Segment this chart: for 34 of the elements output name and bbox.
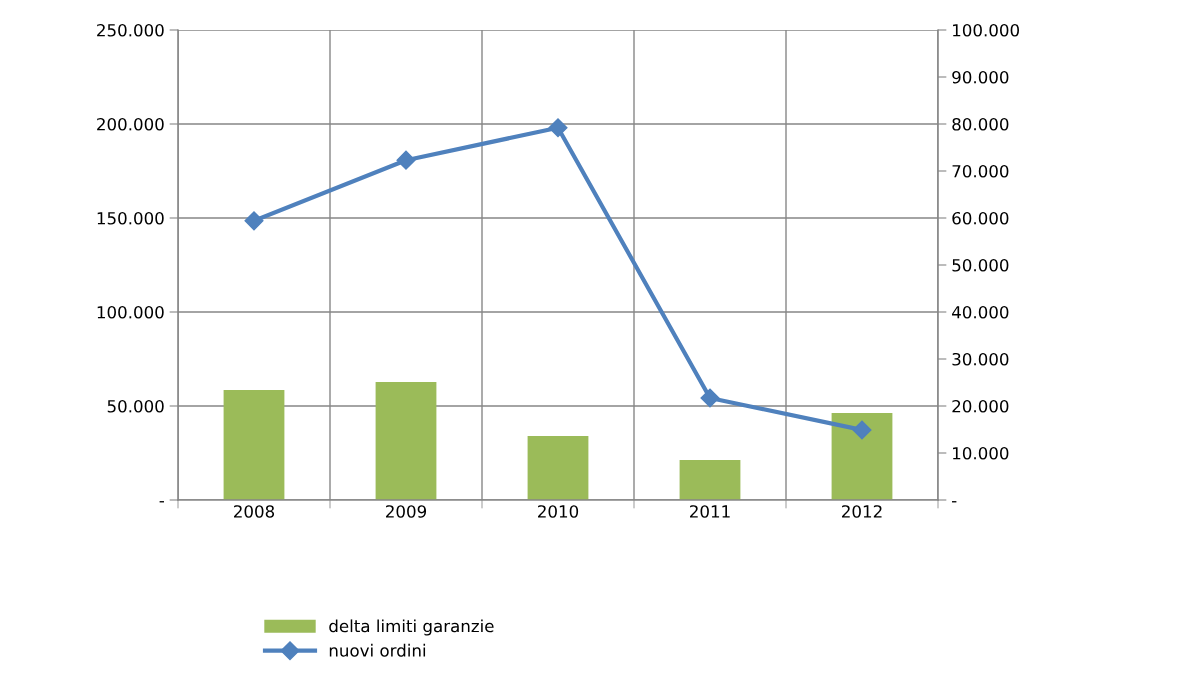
y2-tick-label: 30.000 bbox=[952, 352, 1009, 366]
bar bbox=[679, 459, 741, 500]
x-tick-label: 2012 bbox=[842, 505, 882, 518]
point bbox=[396, 150, 416, 170]
point bbox=[700, 388, 720, 408]
x-tick-label: 2010 bbox=[538, 505, 579, 518]
y2-tick-label: 40.000 bbox=[952, 305, 1009, 319]
y-tick-label: 150.000 bbox=[97, 211, 164, 225]
y2-tick-label: 70.000 bbox=[952, 164, 1009, 178]
x-tick-label: 2009 bbox=[386, 505, 427, 518]
x-tick-label: 2008 bbox=[234, 505, 275, 518]
y2-tick-label: - bbox=[952, 501, 957, 503]
y2-tick-label: 100.000 bbox=[953, 23, 1020, 37]
y2-tick-label: 50.000 bbox=[952, 258, 1009, 272]
point bbox=[244, 211, 264, 231]
y-tick-label: 50.000 bbox=[107, 399, 164, 413]
y-tick-label: 250.000 bbox=[97, 23, 164, 37]
y2-tick-label: 90.000 bbox=[952, 70, 1009, 84]
y2-tick-label: 80.000 bbox=[952, 117, 1009, 131]
bar bbox=[223, 390, 285, 500]
y2-tick-label: 20.000 bbox=[952, 399, 1009, 413]
point bbox=[548, 118, 568, 138]
legend-label: delta limiti garanzie bbox=[329, 619, 494, 636]
bar bbox=[527, 436, 589, 500]
y2-tick-label: 10.000 bbox=[953, 446, 1009, 460]
y2-tick-label: 60.000 bbox=[952, 211, 1009, 225]
legend-label: nuovi ordini bbox=[329, 643, 426, 657]
y-tick-label: 100.000 bbox=[97, 305, 164, 319]
bar bbox=[831, 412, 893, 500]
x-tick-label: 2011 bbox=[690, 505, 730, 518]
y-tick-label: - bbox=[159, 501, 164, 503]
bar bbox=[375, 381, 437, 500]
point bbox=[852, 420, 872, 440]
y-tick-label: 200.000 bbox=[97, 117, 164, 131]
